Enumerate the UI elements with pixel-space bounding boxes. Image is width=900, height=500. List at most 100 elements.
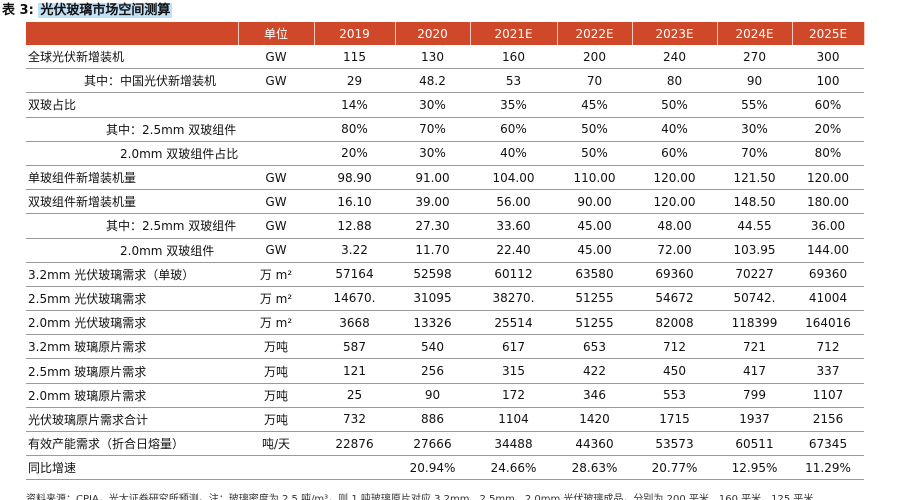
- table-cell: 20%: [314, 141, 395, 166]
- table-cell: 422: [557, 358, 632, 384]
- table-title-text: 光伏玻璃市场空间测算: [38, 3, 173, 18]
- table-cell: 11.70: [395, 238, 470, 263]
- table-cell: 121.50: [717, 165, 792, 191]
- row-unit: 万 m²: [238, 286, 314, 312]
- table-cell: 63580: [557, 262, 632, 287]
- table-cell: 300: [792, 45, 864, 70]
- table-row: 2.5mm 光伏玻璃需求万 m² 14670. 31095 38270. 51255 54…: [26, 286, 864, 312]
- table-cell: 1107: [792, 383, 864, 408]
- table-cell: 80%: [314, 117, 395, 142]
- table-row: 其中：中国光伏新增装机 GW 29 48.2 53 70 80 90 100: [26, 68, 864, 94]
- table-cell: 28.63%: [557, 455, 632, 481]
- table-cell: 240: [632, 45, 717, 70]
- table-cell: 148.50: [717, 189, 792, 215]
- table-row: 全球光伏新增装机 GW 115 130 160 200 240 270 300: [26, 45, 864, 70]
- table-cell: 98.90: [314, 165, 395, 191]
- table-cell: 100: [792, 68, 864, 94]
- table-cell: 587: [314, 334, 395, 360]
- row-unit: [238, 455, 314, 481]
- table-cell: 90: [395, 383, 470, 408]
- table-cell: 118399: [717, 310, 792, 336]
- table-cell: 45%: [557, 92, 632, 118]
- table-cell: 27.30: [395, 213, 470, 239]
- row-unit: 万吨: [238, 383, 314, 408]
- table-cell: 160: [470, 45, 557, 70]
- row-unit: 吨/天: [238, 431, 314, 457]
- table-cell: 732: [314, 407, 395, 433]
- row-label: 单玻组件新增装机量: [26, 165, 238, 191]
- table-cell: 20.94%: [395, 455, 470, 481]
- table-cell: 712: [632, 334, 717, 360]
- table-cell: 80: [632, 68, 717, 94]
- table-cell: 67345: [792, 431, 864, 457]
- table-cell: 54672: [632, 286, 717, 312]
- table-cell: 799: [717, 383, 792, 408]
- table-cell: 886: [395, 407, 470, 433]
- table-cell: 50%: [557, 117, 632, 142]
- row-label: 双玻占比: [26, 92, 238, 118]
- market-estimate-table: 单位 2019 2020 2021E 2022E 2023E 2024E 2025E 全球光伏…: [26, 22, 865, 481]
- table-cell: 69360: [632, 262, 717, 287]
- table-cell: 417: [717, 358, 792, 384]
- table-cell: 56.00: [470, 189, 557, 215]
- table-cell: 22.40: [470, 238, 557, 263]
- table-cell: 12.95%: [717, 455, 792, 481]
- table-row: 双玻组件新增装机量 GW 16.10 39.00 56.00 90.00 120.00 148…: [26, 189, 864, 215]
- table-cell: 14670.: [314, 286, 395, 312]
- row-label: 2.0mm 玻璃原片需求: [26, 383, 238, 408]
- table-row: 光伏玻璃原片需求合计 万吨 732 886 1104 1420 1715 1937 2156: [26, 407, 864, 433]
- table-cell: 25: [314, 383, 395, 408]
- table-cell: [314, 455, 395, 481]
- table-cell: 55%: [717, 92, 792, 118]
- table-cell: 60%: [792, 92, 864, 118]
- table-cell: 200: [557, 45, 632, 70]
- table-row: 2.0mm 双玻组件 GW 3.22 11.70 22.40 45.00 72.00 103.…: [26, 238, 864, 263]
- table-row: 双玻占比 14% 30% 35% 45% 50% 55% 60%: [26, 92, 864, 118]
- table-row: 2.0mm 玻璃原片需求 万吨 25 90 172 346 553 799 1107: [26, 383, 864, 408]
- table-cell: 53: [470, 68, 557, 94]
- table-cell: 80%: [792, 141, 864, 166]
- table-cell: 11.29%: [792, 455, 864, 481]
- table-cell: 27666: [395, 431, 470, 457]
- table-cell: 33.60: [470, 213, 557, 239]
- table-cell: 30%: [717, 117, 792, 142]
- table-cell: 712: [792, 334, 864, 360]
- table-cell: 90.00: [557, 189, 632, 215]
- table-cell: 172: [470, 383, 557, 408]
- table-row: 2.0mm 双玻组件占比 20% 30% 40% 50% 60% 70% 80%: [26, 141, 864, 166]
- table-cell: 30%: [395, 92, 470, 118]
- row-label: 2.0mm 光伏玻璃需求: [26, 310, 238, 336]
- row-unit: 万 m²: [238, 262, 314, 287]
- table-cell: 90: [717, 68, 792, 94]
- table-cell: 104.00: [470, 165, 557, 191]
- table-cell: 110.00: [557, 165, 632, 191]
- row-unit: [238, 92, 314, 118]
- row-unit: GW: [238, 213, 314, 239]
- table-cell: 82008: [632, 310, 717, 336]
- table-row: 其中：2.5mm 双玻组件占比 80%70%60%50%40%30%20%: [26, 117, 864, 142]
- table-cell: 60112: [470, 262, 557, 287]
- row-label: 其中：2.5mm 双玻组件占比: [26, 117, 238, 142]
- table-cell: 50%: [557, 141, 632, 166]
- table-cell: 40%: [632, 117, 717, 142]
- table-cell: 69360: [792, 262, 864, 287]
- row-label: 同比增速: [26, 455, 238, 481]
- table-cell: 144.00: [792, 238, 864, 263]
- row-unit: 万吨: [238, 358, 314, 384]
- table-cell: 29: [314, 68, 395, 94]
- table-cell: 70227: [717, 262, 792, 287]
- table-cell: 103.95: [717, 238, 792, 263]
- table-cell: 25514: [470, 310, 557, 336]
- row-label: 3.2mm 光伏玻璃需求（单玻）: [26, 262, 238, 287]
- table-cell: 35%: [470, 92, 557, 118]
- table-cell: 60%: [470, 117, 557, 142]
- table-cell: 1420: [557, 407, 632, 433]
- table-header-row: 单位 2019 2020 2021E 2022E 2023E 2024E 2025E: [26, 22, 865, 45]
- table-cell: 39.00: [395, 189, 470, 215]
- table-cell: 36.00: [792, 213, 864, 239]
- row-unit: GW: [238, 165, 314, 191]
- table-row: 其中：2.5mm 双玻组件 GW 12.88 27.30 33.60 45.00 48.00…: [26, 213, 864, 239]
- table-cell: 24.66%: [470, 455, 557, 481]
- table-cell: 3668: [314, 310, 395, 336]
- row-label: 2.5mm 光伏玻璃需求: [26, 286, 238, 312]
